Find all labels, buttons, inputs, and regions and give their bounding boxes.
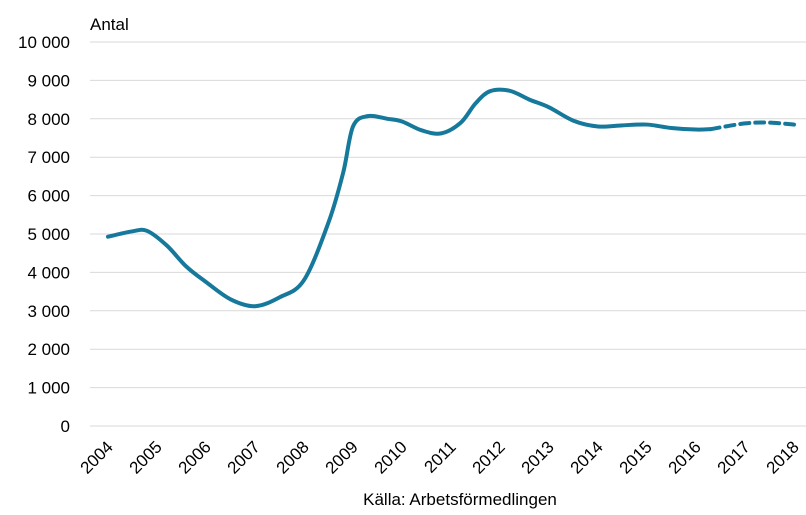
x-tick-label: 2011: [421, 437, 460, 476]
x-tick-label: 2016: [665, 437, 705, 477]
y-tick-label: 3 000: [27, 302, 70, 321]
x-tick-label: 2012: [469, 437, 509, 477]
y-tick-label: 10 000: [18, 33, 70, 52]
x-tick-label: 2017: [714, 437, 754, 477]
x-tick-label: 2015: [616, 437, 656, 477]
data-line: [106, 87, 713, 309]
data-line: [708, 120, 796, 132]
y-tick-label: 5 000: [27, 225, 70, 244]
x-tick-label: 2014: [567, 437, 607, 477]
x-tick-label: 2018: [763, 437, 803, 477]
source: Källa: Arbetsförmedlingen: [363, 490, 557, 509]
y-tick-label: 6 000: [27, 187, 70, 206]
x-tick-label: 2013: [518, 437, 558, 477]
x-tick-label: 2009: [322, 437, 362, 477]
x-tick-label: 2008: [273, 437, 313, 477]
y-tick-label: 9 000: [27, 71, 70, 90]
y-axis-label: Antal: [90, 15, 129, 34]
x-tick-label: 2006: [175, 437, 215, 477]
x-tick-label: 2005: [126, 437, 166, 477]
y-tick-label: 2 000: [27, 340, 70, 359]
y-tick-label: 8 000: [27, 110, 70, 129]
x-tick-label: 2010: [371, 437, 411, 477]
y-tick-label: 4 000: [27, 263, 70, 282]
y-tick-label: 7 000: [27, 148, 70, 167]
x-tick-label: 2004: [77, 437, 117, 477]
x-tick-label: 2007: [224, 437, 264, 477]
y-tick-label: 0: [61, 417, 70, 436]
y-tick-label: 1 000: [27, 379, 70, 398]
